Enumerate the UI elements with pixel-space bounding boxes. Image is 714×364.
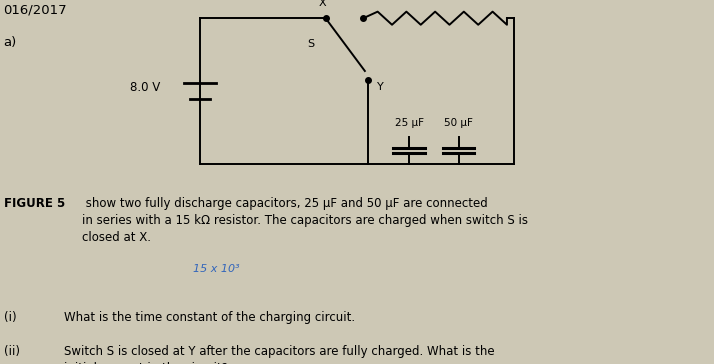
Text: Switch S is closed at Y after the capacitors are fully charged. What is the
init: Switch S is closed at Y after the capaci…: [64, 345, 495, 364]
Text: What is the time constant of the charging circuit.: What is the time constant of the chargin…: [64, 310, 356, 324]
Text: (i): (i): [4, 310, 16, 324]
Text: (ii): (ii): [4, 345, 19, 358]
Text: 50 μF: 50 μF: [444, 118, 473, 128]
Text: show two fully discharge capacitors, 25 μF and 50 μF are connected
in series wit: show two fully discharge capacitors, 25 …: [82, 197, 528, 244]
Text: a): a): [4, 36, 17, 50]
Text: 016/2017: 016/2017: [4, 4, 67, 17]
Text: 15 x 10³: 15 x 10³: [193, 264, 239, 274]
Text: 15 kΩ: 15 kΩ: [419, 0, 451, 2]
Text: Y: Y: [377, 82, 383, 92]
Text: S: S: [308, 39, 315, 49]
Text: X: X: [318, 0, 326, 8]
Text: FIGURE 5: FIGURE 5: [4, 197, 65, 210]
Text: 25 μF: 25 μF: [395, 118, 423, 128]
Text: 8.0 V: 8.0 V: [131, 81, 161, 94]
